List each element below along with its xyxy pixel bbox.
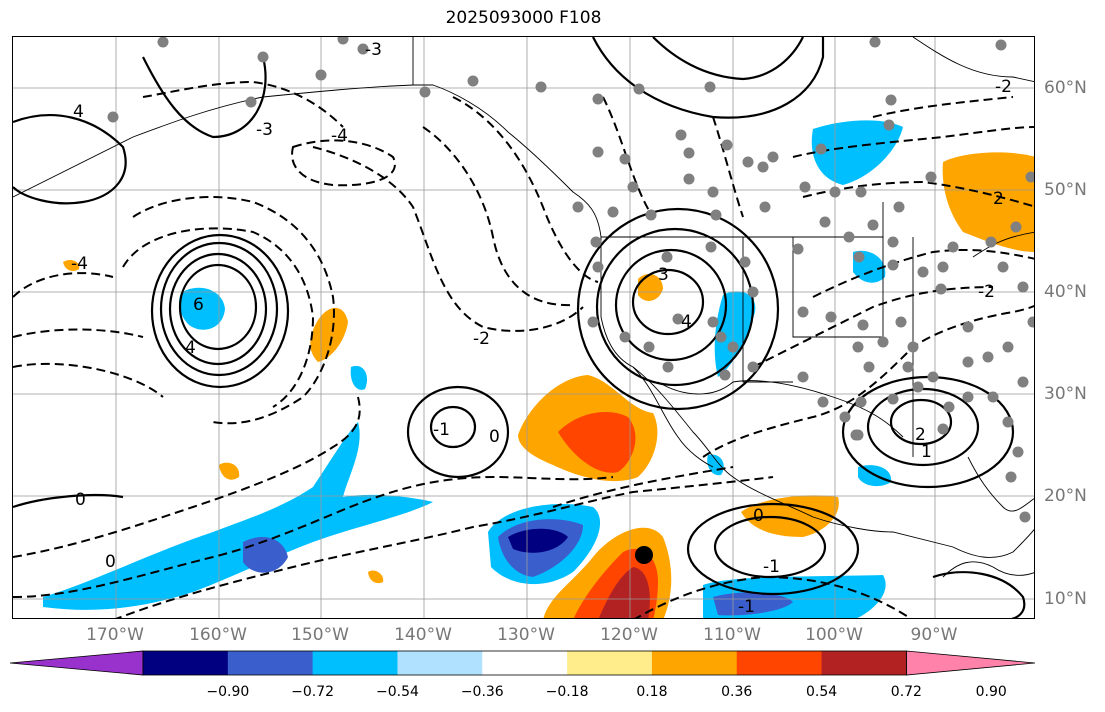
contour-label: -1: [738, 597, 755, 617]
contour-label-group: 4 6 4 3 4 2 1 0 -1 0 2 -1 -4 -3 -3 -4 -2…: [71, 40, 1012, 617]
shade-negative-9: [350, 365, 368, 390]
colorbar-cell: [482, 651, 568, 675]
lon-label: 110°W: [703, 625, 761, 645]
shade-positive-8: [63, 259, 80, 271]
lat-label: 30°N: [1044, 384, 1087, 404]
colorbar-cell: [736, 651, 823, 675]
colorbar-extend-high: [905, 650, 1036, 676]
colorbar-cell: [312, 651, 398, 675]
colorbar-cell: [821, 651, 907, 675]
lat-label: 40°N: [1044, 282, 1087, 302]
shade-positive-9: [368, 570, 384, 584]
colorbar-cell: [567, 651, 653, 675]
lat-label: 10°N: [1044, 589, 1087, 609]
contour-label: 1: [921, 442, 932, 462]
contour-label: -2: [978, 282, 995, 302]
map-panel: 4 6 4 3 4 2 1 0 -1 0 2 -1 -4 -3 -3 -4 -2…: [12, 36, 1035, 619]
lon-label: 150°W: [291, 625, 349, 645]
lat-label: 50°N: [1044, 180, 1087, 200]
shade-negative-2b: [243, 537, 288, 573]
contour-label: 3: [658, 265, 669, 285]
contour-label: -3: [256, 120, 273, 140]
shade-negative-1c: [508, 528, 568, 553]
shade-negative-4: [179, 287, 225, 330]
colorbar-cell: [227, 651, 314, 675]
solid-contours: [13, 37, 1026, 618]
colorbar-cell: [397, 651, 483, 675]
chart-title: 2025093000 F108: [445, 8, 602, 28]
colorbar-tick-label: 0.72: [890, 684, 922, 700]
coastlines: [13, 37, 1034, 578]
colorbar-tick-label: 0.18: [636, 684, 668, 700]
contour-label: 2: [993, 189, 1004, 209]
lat-label: 60°N: [1044, 78, 1087, 98]
contour-label: -2: [995, 77, 1012, 97]
lon-label: 120°W: [600, 625, 658, 645]
contour-label: 4: [73, 102, 84, 122]
shade-positive-7: [219, 462, 240, 480]
shade-positive-1b: [558, 412, 636, 473]
contour-label: -1: [763, 557, 780, 577]
contour-label: 2: [915, 425, 926, 445]
colorbar-tick-label: −0.90: [206, 684, 250, 700]
lon-label: 140°W: [394, 625, 452, 645]
position-marker: [635, 546, 653, 564]
contour-label: 0: [105, 552, 116, 572]
contour-label: 4: [681, 312, 692, 332]
colorbar-tick-label: −0.72: [291, 684, 335, 700]
lon-label: 100°W: [805, 625, 863, 645]
contour-label: 0: [489, 427, 500, 447]
map-canvas: 4 6 4 3 4 2 1 0 -1 0 2 -1 -4 -3 -3 -4 -2…: [13, 37, 1034, 618]
colorbar-tick-label: 0.90: [975, 684, 1007, 700]
colorbar-tick-label: 0.54: [805, 684, 838, 700]
colorbar-tick-label: −0.18: [545, 684, 589, 700]
contour-label: 0: [75, 490, 86, 510]
shade-negative-2: [43, 422, 433, 610]
shade-negative-5: [811, 120, 903, 185]
lon-label: 170°W: [86, 625, 144, 645]
colorbar-tick-label: 0.36: [721, 684, 753, 700]
contour-label: -2: [473, 329, 490, 349]
contour-label: -3: [365, 40, 382, 60]
colorbar-tick-label: −0.54: [376, 684, 419, 700]
lon-label: 160°W: [189, 625, 247, 645]
shade-positive-2c: [598, 567, 650, 618]
colorbar-cell: [651, 651, 738, 675]
dashed-contours: [13, 80, 1034, 618]
contour-label: -4: [71, 254, 88, 274]
contour-label: 4: [185, 338, 196, 358]
shade-positive-3: [310, 307, 348, 362]
shade-positive-5: [638, 274, 663, 301]
contour-label: 0: [753, 506, 764, 526]
colorbar-tick-label: −0.36: [460, 684, 504, 700]
contour-label: 6: [193, 295, 204, 315]
shaded-fields: [43, 120, 1034, 618]
colorbar: [10, 650, 1036, 676]
colorbar-cell: [143, 651, 229, 675]
colorbar-extend-low: [10, 650, 144, 676]
contour-label: -1: [433, 420, 450, 440]
lon-label: 130°W: [497, 625, 555, 645]
lat-label: 20°N: [1044, 486, 1087, 506]
shade-positive-4: [741, 495, 839, 537]
station-markers: [107, 37, 1034, 523]
lon-label: 90°W: [910, 625, 958, 645]
contour-label: -4: [331, 126, 348, 146]
